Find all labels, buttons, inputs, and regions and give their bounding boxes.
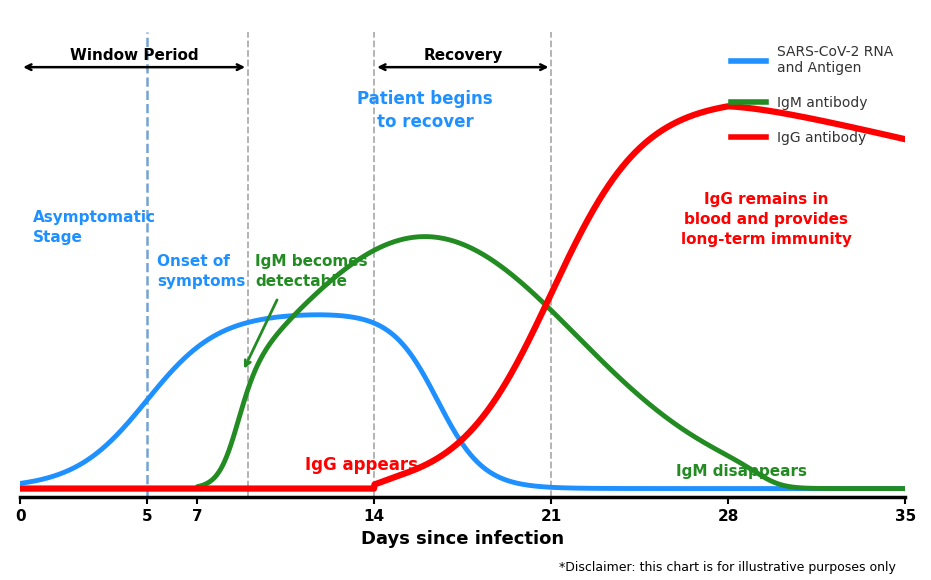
Text: Asymptomatic
Stage: Asymptomatic Stage — [33, 211, 156, 245]
Text: *Disclaimer: this chart is for illustrative purposes only: *Disclaimer: this chart is for illustrat… — [559, 561, 896, 574]
Text: Recovery: Recovery — [424, 48, 503, 63]
Text: Onset of
symptoms: Onset of symptoms — [156, 254, 245, 289]
Text: Window Period: Window Period — [70, 48, 198, 63]
Legend: SARS-CoV-2 RNA
and Antigen, IgM antibody, IgG antibody: SARS-CoV-2 RNA and Antigen, IgM antibody… — [725, 39, 898, 150]
X-axis label: Days since infection: Days since infection — [361, 530, 564, 548]
Text: IgG appears: IgG appears — [305, 456, 418, 474]
Text: IgM becomes
detectable: IgM becomes detectable — [255, 254, 368, 289]
Text: IgM disappears: IgM disappears — [676, 463, 806, 478]
Text: IgG remains in
blood and provides
long-term immunity: IgG remains in blood and provides long-t… — [681, 192, 852, 246]
Text: Patient begins
to recover: Patient begins to recover — [358, 90, 492, 132]
